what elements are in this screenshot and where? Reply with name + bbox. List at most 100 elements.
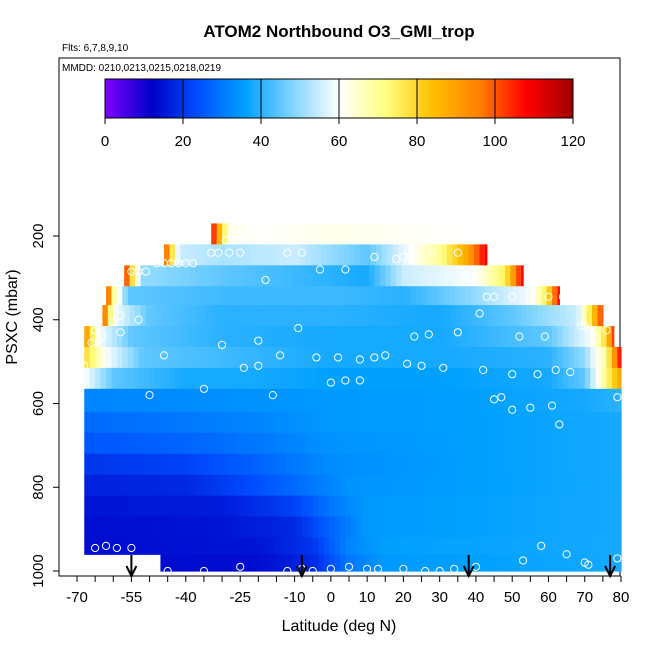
heatmap-cell bbox=[535, 326, 542, 348]
heatmap-cell bbox=[203, 537, 210, 555]
heatmap-cell bbox=[343, 244, 350, 266]
heatmap-cell bbox=[367, 411, 374, 434]
heatmap-cell bbox=[182, 432, 189, 455]
heatmap-cell bbox=[242, 495, 249, 518]
heatmap-cell bbox=[394, 326, 401, 348]
heatmap-cell bbox=[514, 474, 521, 497]
heatmap-cell bbox=[595, 516, 602, 539]
heatmap-cell bbox=[481, 432, 488, 455]
heatmap-cell bbox=[475, 537, 482, 555]
heatmap-cell bbox=[209, 346, 216, 369]
heatmap-cell bbox=[289, 244, 296, 266]
heatmap-cell bbox=[122, 286, 129, 306]
observation-point bbox=[508, 405, 517, 414]
heatmap-cell bbox=[214, 326, 221, 348]
heatmap-cell bbox=[106, 286, 113, 306]
heatmap-cell bbox=[269, 453, 276, 476]
heatmap-cell bbox=[617, 516, 622, 539]
heatmap-cell bbox=[557, 537, 564, 555]
heatmap-cell bbox=[459, 367, 466, 390]
heatmap-cell bbox=[263, 432, 270, 455]
heatmap-cell bbox=[318, 554, 325, 572]
heatmap-cell bbox=[269, 495, 276, 518]
heatmap-cell bbox=[465, 474, 472, 497]
heatmap-cell bbox=[541, 367, 548, 390]
heatmap-cell bbox=[617, 432, 622, 455]
heatmap-cell bbox=[383, 453, 390, 476]
observation-point bbox=[373, 564, 383, 574]
heatmap-cell bbox=[519, 367, 526, 390]
heatmap-cell bbox=[290, 554, 298, 572]
heatmap-cell bbox=[367, 346, 374, 369]
observation-point bbox=[239, 363, 248, 373]
heatmap-cell bbox=[443, 388, 450, 413]
heatmap-cell bbox=[260, 223, 267, 245]
x-tick-label: 30 bbox=[431, 589, 448, 606]
heatmap-cell bbox=[209, 453, 216, 476]
heatmap-cell bbox=[84, 346, 91, 369]
heatmap-cell bbox=[372, 346, 379, 369]
heatmap-cell bbox=[274, 495, 281, 518]
heatmap-cell bbox=[258, 346, 265, 369]
heatmap-cell bbox=[307, 346, 314, 369]
heatmap-cell bbox=[176, 286, 183, 306]
heatmap-cell bbox=[274, 516, 281, 539]
heatmap-cell bbox=[154, 286, 162, 306]
heatmap-cell bbox=[405, 537, 412, 555]
heatmap-cell bbox=[296, 474, 303, 497]
heatmap-cell bbox=[448, 326, 455, 348]
heatmap-cell bbox=[546, 453, 553, 476]
heatmap-cell bbox=[590, 537, 597, 555]
heatmap-cell bbox=[405, 432, 412, 455]
heatmap-cell bbox=[263, 554, 270, 572]
heatmap-cell bbox=[171, 554, 178, 572]
x-tick-label: 50 bbox=[504, 589, 521, 606]
observation-point bbox=[236, 562, 245, 571]
heatmap-cell bbox=[149, 411, 156, 434]
heatmap-cell bbox=[475, 286, 482, 306]
heatmap-cell bbox=[89, 346, 96, 369]
heatmap-cell bbox=[428, 265, 435, 287]
heatmap-cell bbox=[379, 265, 386, 287]
heatmap-cell bbox=[95, 411, 102, 434]
heatmap-cell bbox=[448, 537, 455, 555]
heatmap-cell bbox=[405, 554, 412, 572]
heatmap-cell bbox=[470, 367, 477, 390]
observation-point bbox=[370, 252, 379, 262]
heatmap-cell bbox=[285, 474, 292, 497]
heatmap-cell bbox=[601, 326, 608, 348]
heatmap-cell bbox=[165, 367, 172, 390]
heatmap-cell bbox=[394, 367, 401, 390]
heatmap-cell bbox=[361, 516, 368, 539]
heatmap-cell bbox=[374, 305, 381, 327]
heatmap-cell bbox=[198, 346, 205, 369]
heatmap-cell bbox=[481, 286, 488, 306]
heatmap-cell bbox=[330, 305, 337, 327]
heatmap-cell bbox=[361, 367, 368, 390]
heatmap-cell bbox=[165, 411, 172, 434]
observation-point bbox=[421, 566, 430, 576]
heatmap-cell bbox=[231, 453, 238, 476]
heatmap-cell bbox=[485, 244, 488, 266]
heatmap-cell bbox=[323, 474, 330, 497]
heatmap-cell bbox=[454, 367, 461, 390]
heatmap-cell bbox=[242, 474, 249, 497]
heatmap-cell bbox=[486, 286, 493, 306]
heatmap-cell bbox=[541, 326, 548, 348]
heatmap-cell bbox=[263, 537, 270, 555]
heatmap-cell bbox=[426, 453, 434, 476]
heatmap-cell bbox=[541, 346, 548, 369]
heatmap-cell bbox=[454, 453, 461, 476]
heatmap-cell bbox=[524, 453, 531, 476]
heatmap-cell bbox=[160, 554, 167, 572]
heatmap-cell bbox=[562, 537, 570, 555]
heatmap-cell bbox=[546, 411, 553, 434]
heatmap-cell bbox=[285, 516, 292, 539]
heatmap-cell bbox=[334, 516, 341, 539]
heatmap-cell bbox=[209, 432, 216, 455]
heatmap-cell bbox=[182, 554, 189, 572]
heatmap-cell bbox=[394, 286, 401, 306]
heatmap-cell bbox=[388, 326, 395, 348]
heatmap-cell bbox=[127, 326, 134, 348]
heatmap-cell bbox=[198, 286, 205, 306]
